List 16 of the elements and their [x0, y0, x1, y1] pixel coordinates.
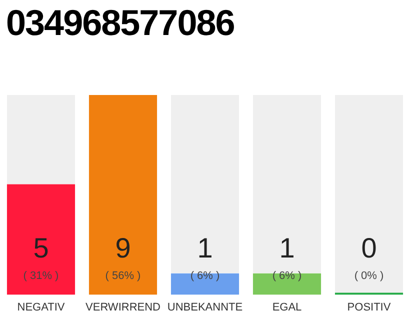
x-tick-label: EGAL [272, 301, 302, 314]
data-label: ( 56% ) [105, 270, 141, 282]
x-tick-label: NEGATIV [17, 301, 66, 314]
annotation: 1 [279, 232, 295, 264]
annotation: 0 [361, 232, 377, 264]
x-tick-label: UNBEKANNTE [167, 301, 243, 314]
data-label: ( 6% ) [272, 270, 302, 282]
data-label: ( 6% ) [190, 270, 220, 282]
x-tick-label: VERWIRREND [86, 301, 161, 314]
annotation: 1 [197, 232, 213, 264]
chart-title: 034968577086 [6, 2, 234, 44]
data-label: ( 31% ) [23, 270, 59, 282]
x-tick-label: POSITIV [347, 301, 392, 314]
data-label: ( 0% ) [354, 270, 384, 282]
annotation: 5 [33, 232, 49, 264]
annotation: 9 [115, 232, 131, 264]
